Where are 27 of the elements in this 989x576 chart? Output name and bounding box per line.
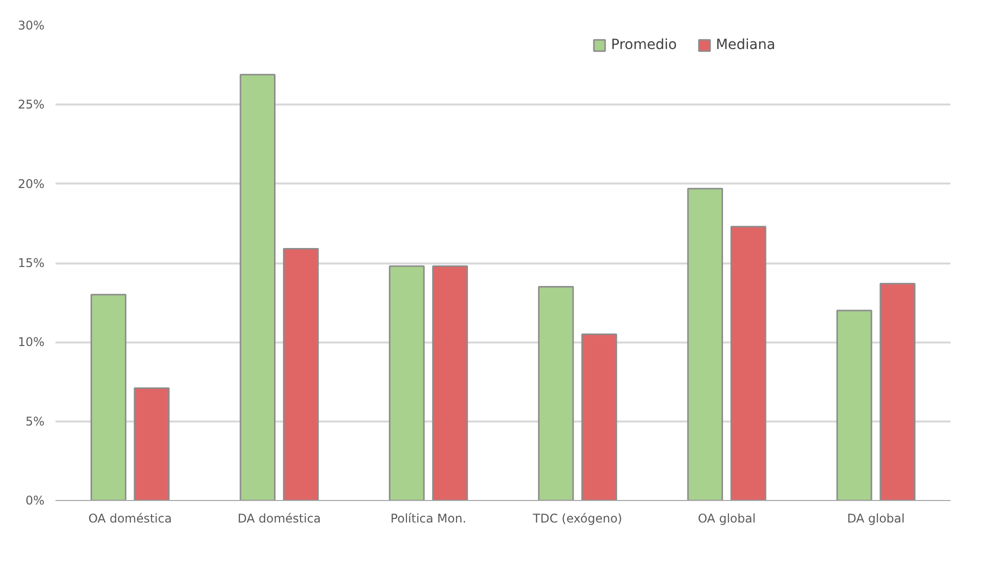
x-tick-label: DA global bbox=[847, 512, 905, 526]
legend-label: Promedio bbox=[611, 37, 677, 53]
bar bbox=[134, 387, 170, 500]
legend-label: Mediana bbox=[716, 37, 776, 53]
y-tick-label: 5% bbox=[25, 414, 45, 428]
bar bbox=[581, 334, 618, 500]
y-tick-label: 30% bbox=[18, 18, 44, 32]
bar bbox=[730, 226, 766, 500]
bar bbox=[432, 265, 468, 500]
x-tick-label: DA doméstica bbox=[238, 512, 321, 526]
bar bbox=[836, 310, 872, 500]
bar bbox=[880, 282, 916, 500]
x-tick-label: OA doméstica bbox=[88, 512, 172, 526]
x-tick-label: OA global bbox=[698, 512, 756, 526]
bar bbox=[240, 74, 276, 500]
x-tick-label: Política Mon. bbox=[390, 512, 466, 526]
y-tick-label: 20% bbox=[18, 176, 44, 191]
y-tick-label: 15% bbox=[18, 256, 44, 270]
y-tick-label: 25% bbox=[18, 98, 44, 112]
x-tick-label: TDC (exógeno) bbox=[532, 512, 622, 526]
bar bbox=[388, 265, 425, 500]
bar bbox=[282, 248, 319, 500]
bar bbox=[538, 286, 574, 500]
y-tick-label: 0% bbox=[25, 494, 45, 508]
bar bbox=[687, 188, 724, 500]
y-tick-label: 10% bbox=[18, 335, 44, 350]
bar bbox=[90, 294, 126, 500]
